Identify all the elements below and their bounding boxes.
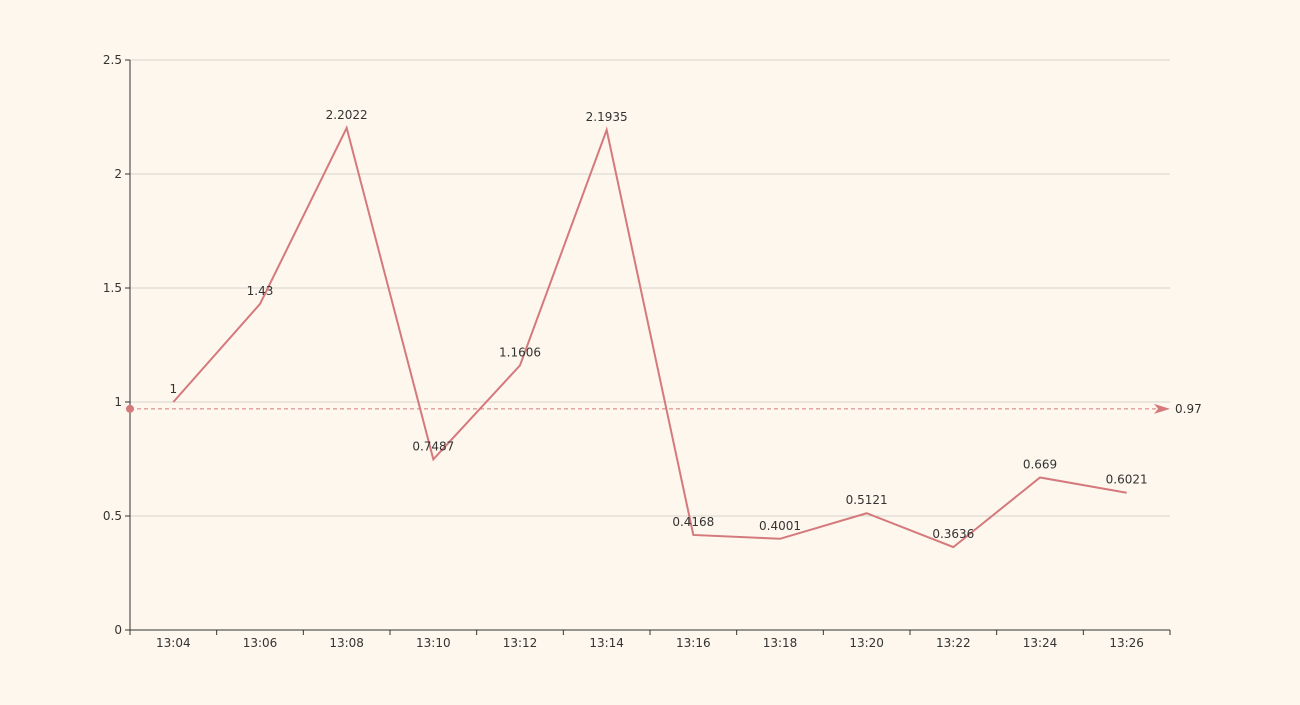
x-tick-label: 13:26 <box>1109 636 1144 650</box>
x-tick-label: 13:20 <box>849 636 884 650</box>
x-tick-label: 13:12 <box>503 636 538 650</box>
x-tick-label: 13:22 <box>936 636 971 650</box>
data-label: 0.5121 <box>846 493 888 507</box>
series-line-group <box>173 128 1126 547</box>
data-label: 1.43 <box>247 284 274 298</box>
data-label: 0.669 <box>1023 457 1057 471</box>
data-label: 2.2022 <box>326 108 368 122</box>
x-tick-label: 13:08 <box>329 636 364 650</box>
x-tick-label: 13:24 <box>1023 636 1058 650</box>
x-tick-label: 13:14 <box>589 636 624 650</box>
data-label: 0.7487 <box>412 439 454 453</box>
y-tick-label: 1.5 <box>103 281 122 295</box>
mark-line-label: 0.97 <box>1175 402 1202 416</box>
data-label: 2.1935 <box>586 110 628 124</box>
data-label: 1.1606 <box>499 345 541 359</box>
average-mark-line: 0.97 <box>126 402 1202 416</box>
y-tick-label: 2.5 <box>103 53 122 67</box>
x-tick-label: 13:18 <box>763 636 798 650</box>
mark-line-arrow-icon <box>1154 404 1170 414</box>
y-tick-label: 0.5 <box>103 509 122 523</box>
y-tick-label: 1 <box>114 395 122 409</box>
axes: 0 0.5 1 1.5 2 2.5 13:04 13:06 13:08 13:10 13:12 13:… <box>103 53 1170 650</box>
data-labels: 1 1.43 2.2022 0.7487 1.1606 2.1935 0.4168 0.400… <box>170 108 1148 541</box>
data-label: 0.4168 <box>672 515 714 529</box>
y-tick-label: 2 <box>114 167 122 181</box>
x-tick-label: 13:04 <box>156 636 191 650</box>
data-label: 0.3636 <box>932 527 974 541</box>
grid-lines <box>130 60 1170 516</box>
data-label: 1 <box>170 382 178 396</box>
data-label: 0.4001 <box>759 519 801 533</box>
x-tick-label: 13:16 <box>676 636 711 650</box>
x-tick-label: 13:10 <box>416 636 451 650</box>
x-tick-label: 13:06 <box>243 636 278 650</box>
y-tick-label: 0 <box>114 623 122 637</box>
series-line <box>173 128 1126 547</box>
data-label: 0.6021 <box>1106 473 1148 487</box>
